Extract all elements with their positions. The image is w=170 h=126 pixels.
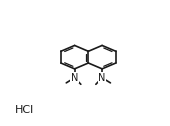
Text: HCl: HCl [15,105,34,115]
Text: N: N [98,73,106,83]
Text: N: N [71,73,78,83]
